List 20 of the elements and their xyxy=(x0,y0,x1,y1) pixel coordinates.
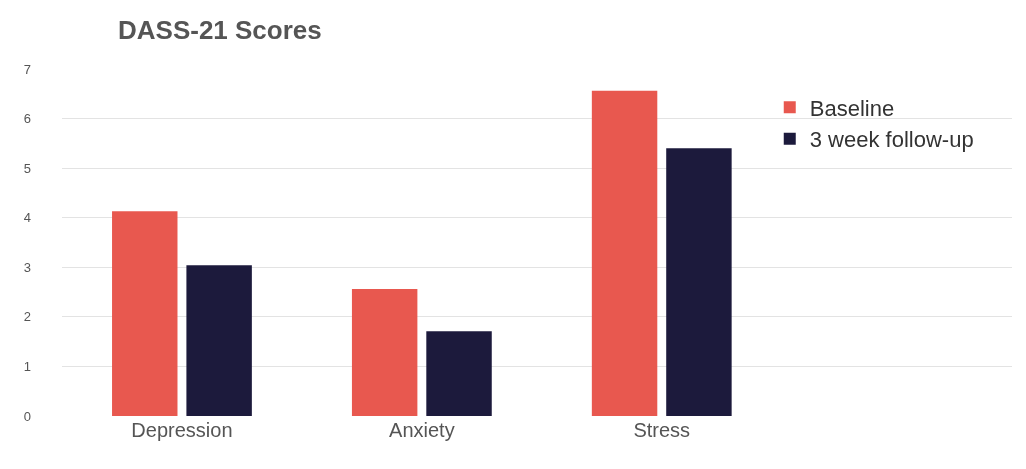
y-tick-label: 5 xyxy=(23,160,31,176)
x-tick-label: Depression xyxy=(131,419,233,441)
bar xyxy=(591,90,658,416)
legend-label: 3 week follow-up xyxy=(809,127,974,153)
bar xyxy=(666,148,732,416)
x-tick-label: Stress xyxy=(633,419,691,441)
bar xyxy=(426,331,492,416)
y-tick-label: 1 xyxy=(23,358,31,374)
y-tick-label: 2 xyxy=(23,309,31,325)
legend-label: Baseline xyxy=(809,95,895,121)
y-tick-label: 3 xyxy=(23,259,31,275)
bar xyxy=(351,289,418,416)
bar xyxy=(186,265,252,416)
bar xyxy=(112,211,178,416)
x-tick-label: Anxiety xyxy=(389,419,455,441)
y-tick-label: 6 xyxy=(23,111,31,127)
chart-title: DASS-21 Scores xyxy=(117,15,322,46)
y-tick-label: 0 xyxy=(23,408,31,424)
y-tick-label: 7 xyxy=(23,61,31,77)
y-tick-label: 4 xyxy=(23,210,31,226)
